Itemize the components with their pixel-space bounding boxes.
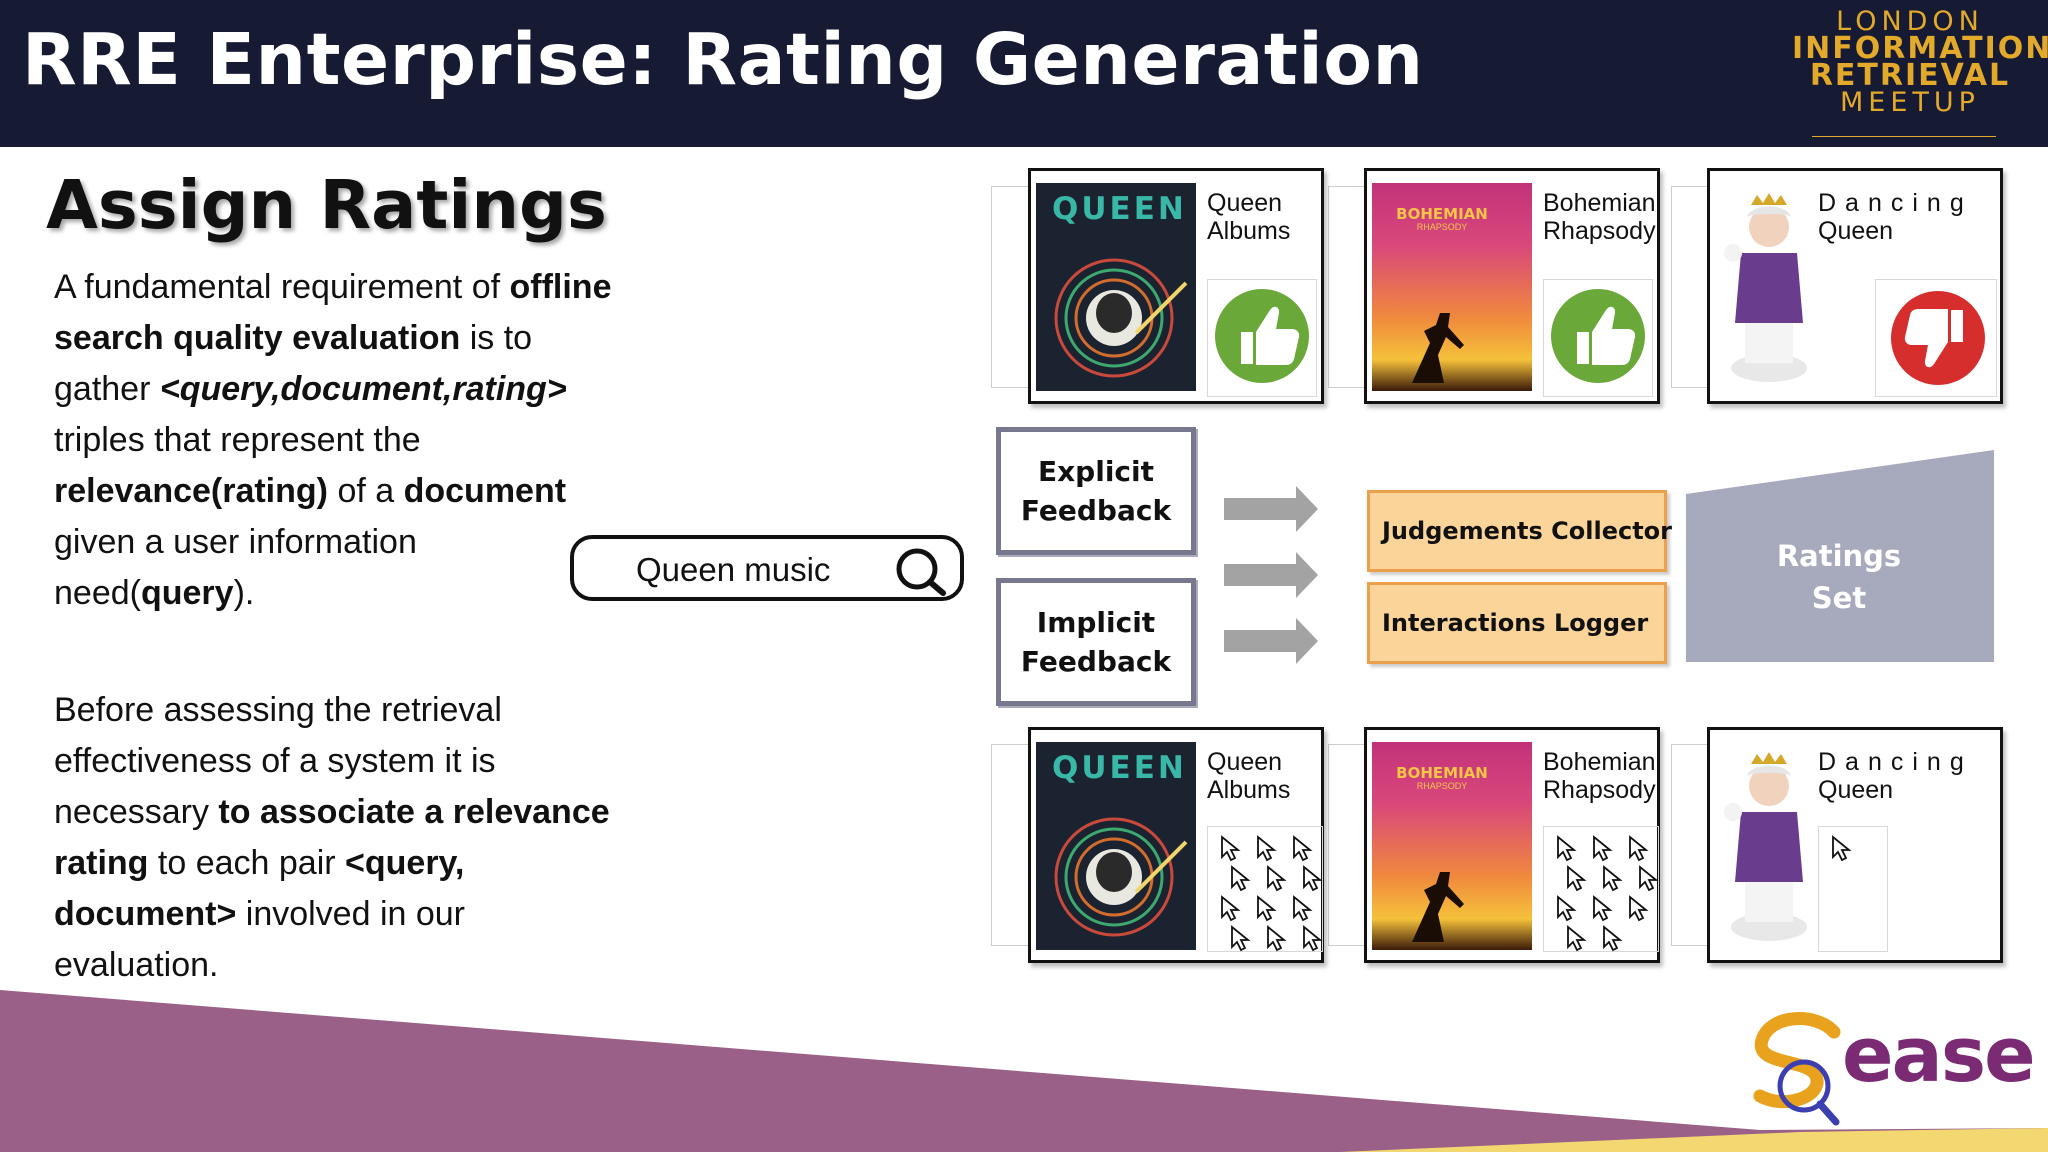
click-cursor-icon [1629,895,1649,922]
rhapsody-subtitle-text: RHAPSODY [1416,222,1468,232]
card-shadow-frame [991,744,1033,946]
london-ir-meetup-logo: LONDON INFORMATION RETRIEVAL MEETUP [1792,6,2048,118]
click-cursors [1832,835,1852,862]
queen-album-thumbnail: QUEEN [1036,183,1196,391]
feedback-frame [1207,279,1317,397]
click-cursor-icon [1293,895,1313,922]
click-cursor-icon [1557,895,1577,922]
thumbs-down-icon [1891,291,1985,385]
arrow-right-icon [1224,552,1318,598]
card-title: Queen Albums [1207,748,1291,804]
bohemian-rhapsody-thumbnail: BOHEMIAN RHAPSODY [1372,183,1532,391]
result-card-queen-albums-top: QUEEN Queen Albums [1028,168,1324,404]
result-card-bohemian-rhapsody-top: BOHEMIAN RHAPSODY Bohemian Rhapsody [1364,168,1660,404]
section-title: Assign Ratings [46,166,607,244]
sease-logo-text: ease [1842,1010,2036,1099]
click-cursor-icon [1257,835,1277,862]
judgements-collector-box: Judgements Collector [1367,490,1672,572]
click-cursor-icon [1303,865,1323,892]
thumbs-up-icon [1215,289,1309,383]
slide-title: RRE Enterprise: Rating Generation [22,18,1424,101]
ratings-set-label: Ratings Set [1776,539,1902,615]
thumbs-up-icon [1551,289,1645,383]
search-box[interactable]: Queen music [570,535,964,601]
feedback-frame [1875,279,1997,397]
paragraph-requirement: A fundamental requirement of offline sea… [54,268,612,612]
meetup-logo-underline [1812,136,1996,137]
card-shadow-frame [991,186,1033,388]
meetup-logo-line3: RETRIEVAL [1809,58,2011,93]
card-title: Dancing Queen [1818,189,1973,245]
click-cursor-icon [1567,865,1587,892]
click-cursor-icon [1221,835,1241,862]
arrow-right-icon [1224,618,1318,664]
arrow-right-icon [1224,486,1318,532]
click-cursor-icon [1593,835,1613,862]
clicks-frame [1818,826,1888,952]
sease-logo-icon [1753,1012,1841,1126]
click-cursor-icon [1293,835,1313,862]
paragraph-before-assessing: Before assessing the retrieval effective… [54,691,610,984]
card-shadow-frame [1671,744,1713,946]
click-cursor-icon [1567,925,1587,952]
search-query-text: Queen music [636,551,831,588]
click-cursor-icon [1267,865,1287,892]
dancing-queen-thumbnail [1715,742,1825,950]
click-cursors [1557,835,1659,952]
queen-logo-text: QUEEN [1052,191,1187,227]
meetup-logo-line1: LONDON [1836,6,1984,37]
card-shadow-frame [1328,744,1370,946]
card-title: Dancing Queen [1818,748,1973,804]
click-cursor-icon [1603,925,1623,952]
click-cursor-icon [1593,895,1613,922]
explicit-feedback-box: Explicit Feedback [996,427,1196,555]
meetup-logo-line4: MEETUP [1840,87,1980,118]
clicks-frame [1543,826,1659,952]
header-bar: RRE Enterprise: Rating Generation LONDON… [0,0,2048,147]
click-cursor-icon [1557,835,1577,862]
card-title: Queen Albums [1207,189,1291,245]
click-cursor-icon [1231,865,1251,892]
card-shadow-frame [1671,186,1713,388]
queen-album-thumbnail: QUEEN [1036,742,1196,950]
card-title: Bohemian Rhapsody [1543,748,1656,804]
click-cursors [1221,835,1323,982]
click-cursor-icon [1639,865,1659,892]
result-card-dancing-queen-top: Dancing Queen [1707,168,2003,404]
click-cursor-icon [1832,835,1852,862]
click-cursor-icon [1221,895,1241,922]
implicit-feedback-box: Implicit Feedback [996,578,1196,706]
click-cursor-icon [1603,865,1623,892]
meetup-logo-line2: INFORMATION [1792,31,2048,66]
result-card-queen-albums-bottom: QUEEN Queen Albums [1028,727,1324,982]
click-cursor-icon [1267,925,1287,952]
rhapsody-subtitle-text: RHAPSODY [1416,781,1468,791]
card-title: Bohemian Rhapsody [1543,189,1656,245]
click-cursor-icon [1221,955,1241,982]
result-card-dancing-queen-bottom: Dancing Queen [1707,727,2003,963]
ratings-set-box [1686,450,1994,662]
feedback-frame [1543,279,1653,397]
bohemian-title-text: BOHEMIAN [1396,764,1488,782]
dancing-queen-thumbnail [1715,183,1825,391]
bohemian-rhapsody-thumbnail: BOHEMIAN RHAPSODY [1372,742,1532,950]
queen-logo-text: QUEEN [1052,750,1187,786]
click-cursor-icon [1257,895,1277,922]
interactions-logger-box: Interactions Logger [1367,582,1667,664]
search-icon [896,548,946,596]
bohemian-title-text: BOHEMIAN [1396,205,1488,223]
click-cursor-icon [1303,925,1323,952]
click-cursor-icon [1231,925,1251,952]
clicks-frame [1207,826,1323,982]
click-cursor-icon [1629,835,1649,862]
result-card-bohemian-rhapsody-bottom: BOHEMIAN RHAPSODY Bohemian Rhapsody [1364,727,1660,963]
